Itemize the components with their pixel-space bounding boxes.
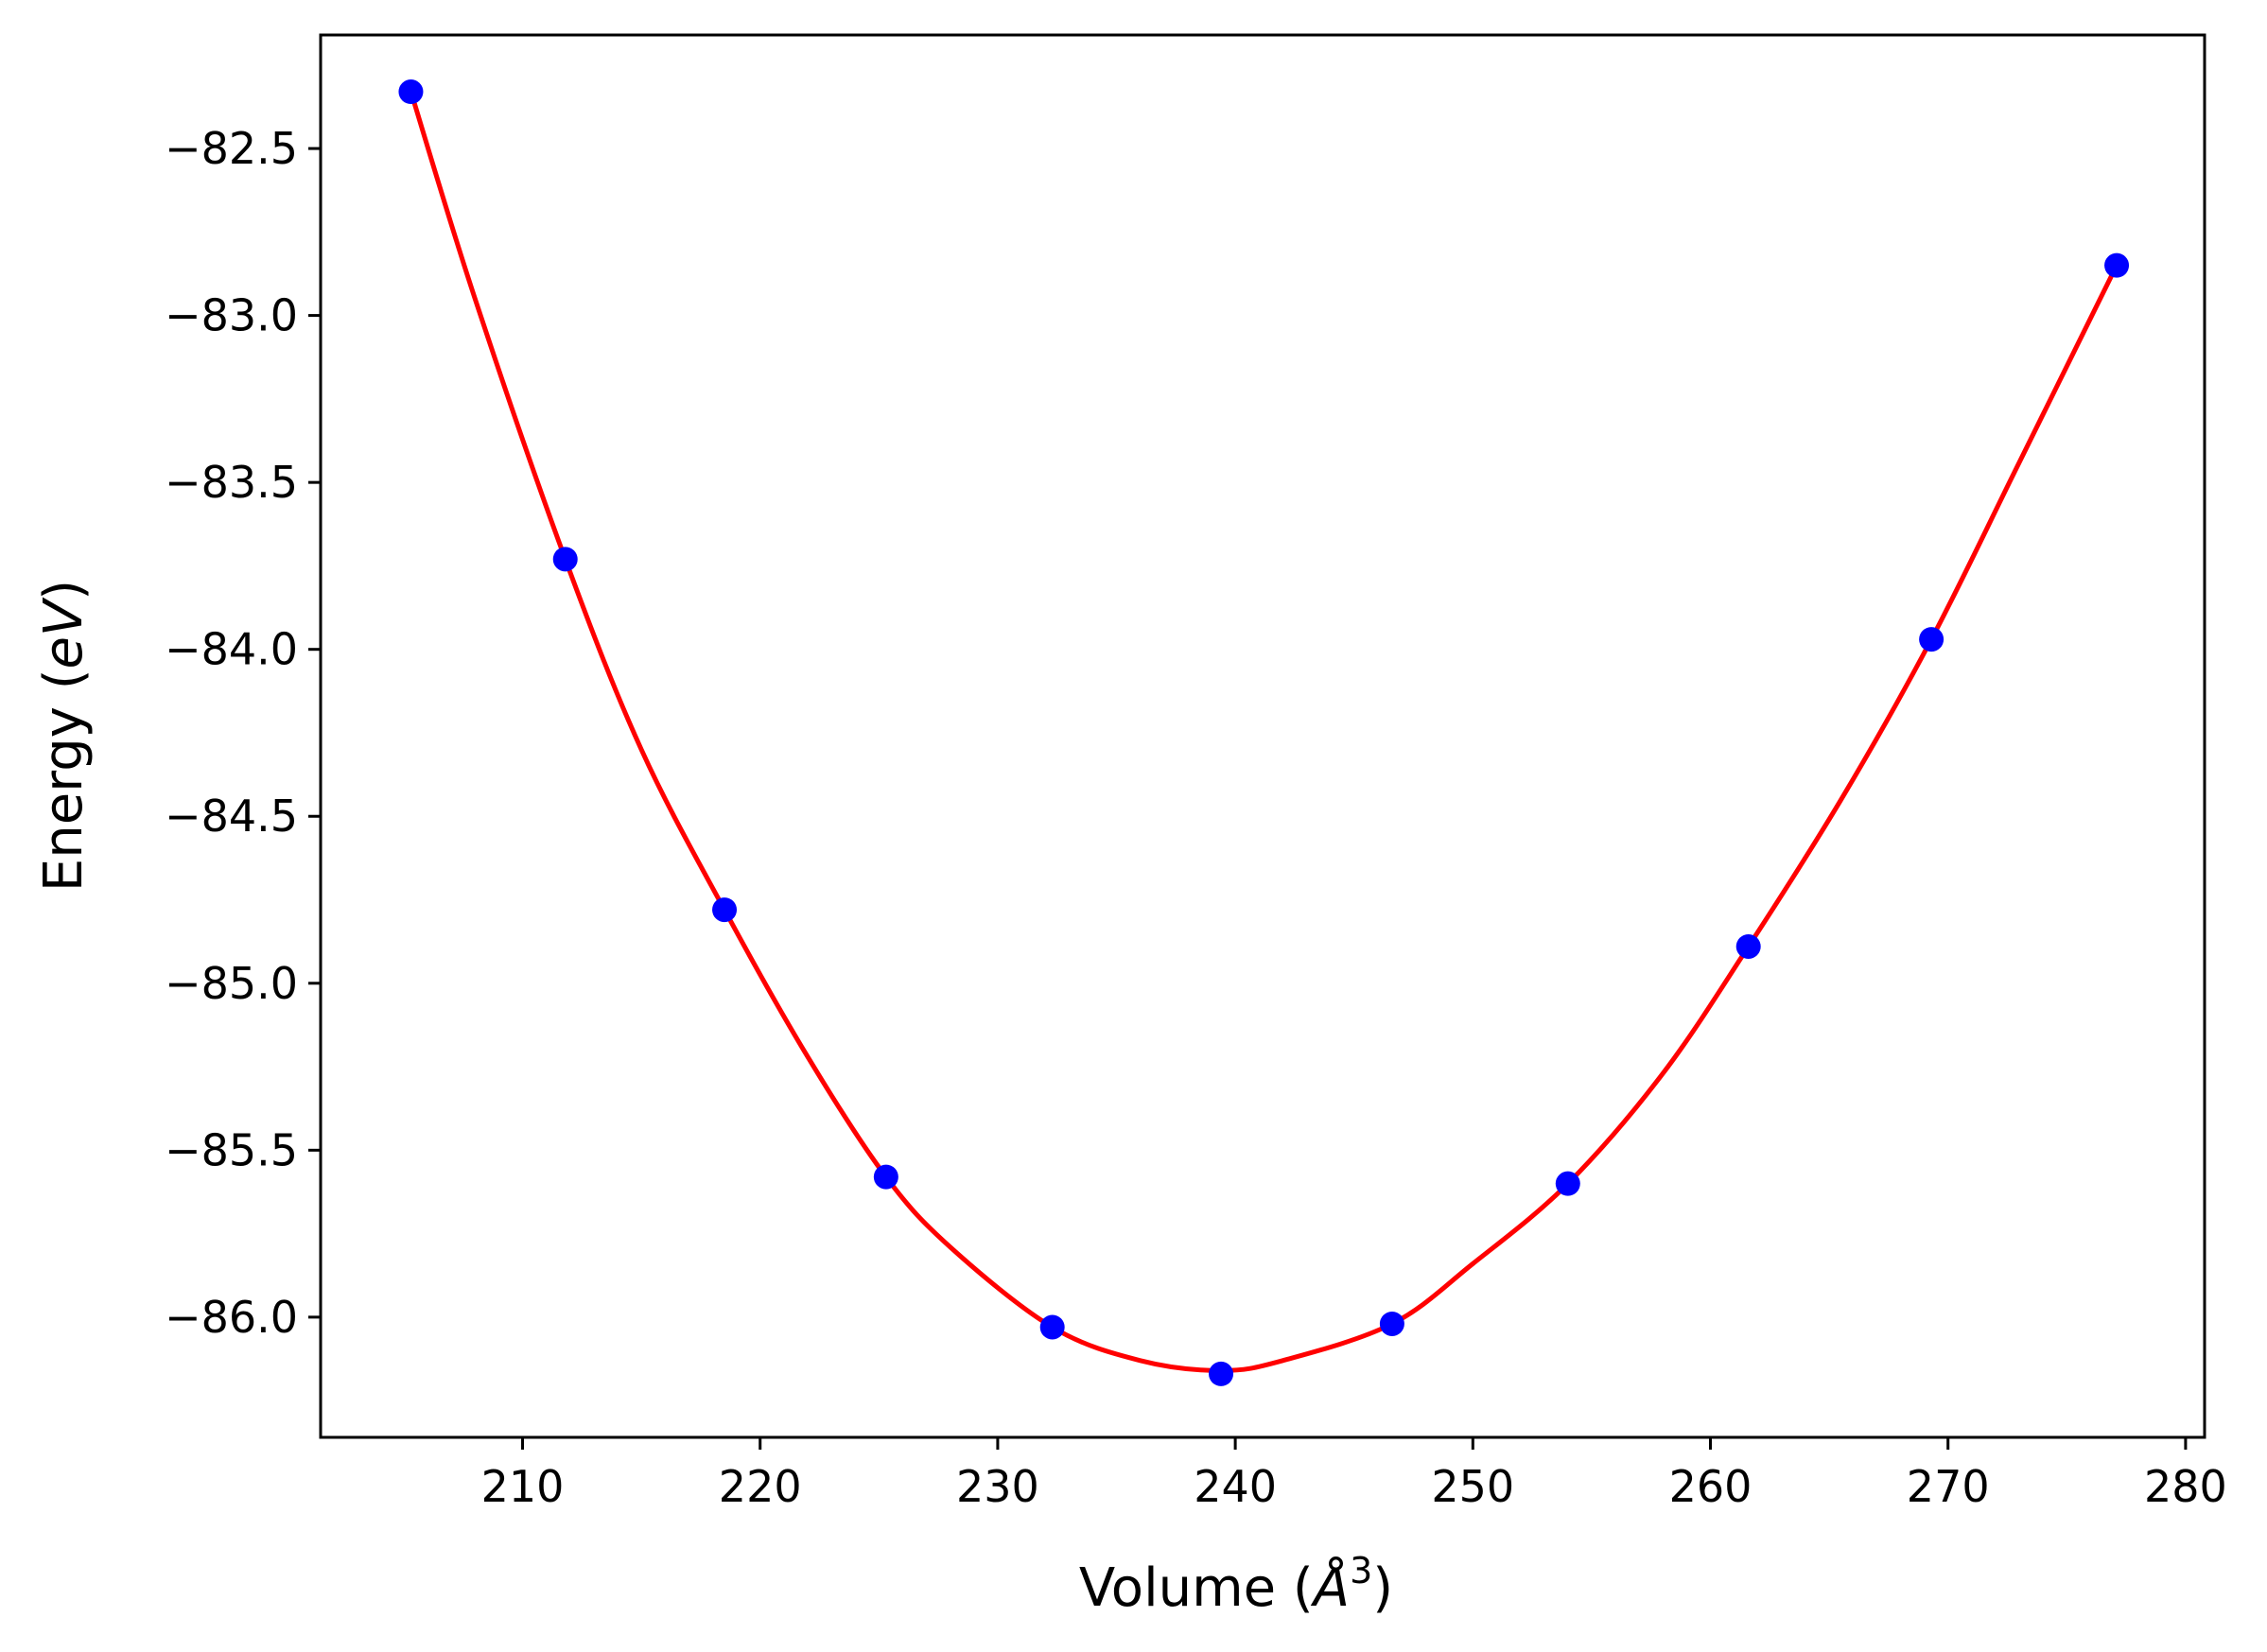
x-axis-label-prefix: Volume (	[1079, 1557, 1314, 1619]
x-tick-label: 210	[481, 1461, 565, 1512]
y-tick-label: −86.0	[165, 1292, 298, 1343]
data-point	[712, 897, 738, 923]
data-point	[873, 1164, 898, 1190]
data-point	[1735, 933, 1761, 959]
y-tick-label: −84.5	[165, 791, 298, 842]
y-tick-label: −84.0	[165, 624, 298, 675]
x-tick-label: 280	[2144, 1461, 2227, 1512]
data-point	[1379, 1311, 1404, 1336]
x-tick-label: 220	[719, 1461, 802, 1512]
y-tick-label: −83.5	[165, 457, 298, 508]
data-point	[1039, 1314, 1065, 1340]
y-tick-label: −82.5	[165, 123, 298, 174]
y-axis-label: Energy (eV)	[33, 580, 95, 892]
x-axis-label: Volume (Å3)	[1079, 1550, 1393, 1619]
y-tick-label: −85.0	[165, 958, 298, 1009]
x-tick-label: 270	[1907, 1461, 1990, 1512]
y-axis: −82.5 −83.0 −83.5 −84.0 −84.5 −85.0 −85.5 −86.0	[165, 123, 321, 1343]
y-axis-label-prefix: Energy (	[33, 669, 95, 892]
data-point	[552, 547, 578, 572]
y-axis-label-close: )	[33, 580, 95, 600]
y-axis-label-unit: eV	[33, 597, 95, 669]
plot-area	[319, 33, 2206, 1439]
data-point	[1919, 627, 1944, 652]
y-tick-label: −85.5	[165, 1124, 298, 1175]
data-point	[2104, 252, 2130, 278]
data-point	[398, 79, 424, 105]
x-tick-label: 240	[1194, 1461, 1277, 1512]
y-tick-label: −83.0	[165, 290, 298, 341]
x-tick-label: 250	[1431, 1461, 1514, 1512]
data-point	[1209, 1361, 1234, 1386]
plot-background	[321, 35, 2205, 1437]
x-axis-label-exponent: 3	[1350, 1550, 1372, 1591]
points-layer	[398, 79, 2130, 1386]
plot-frame	[319, 33, 2206, 1439]
x-tick-label: 230	[956, 1461, 1039, 1512]
x-axis: 210 220 230 240 250 260 270 280	[481, 1437, 2227, 1512]
x-axis-label-symbol: Å	[1311, 1556, 1350, 1619]
data-point	[1555, 1171, 1580, 1196]
x-tick-label: 260	[1669, 1461, 1753, 1512]
x-axis-label-close: )	[1372, 1557, 1393, 1619]
